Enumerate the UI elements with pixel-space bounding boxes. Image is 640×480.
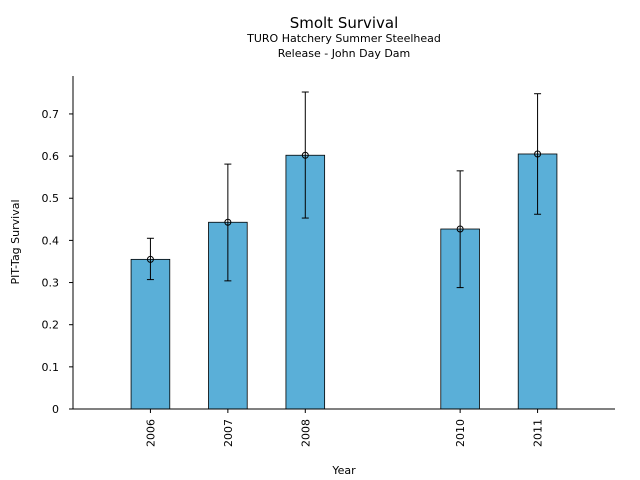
- x-tick-label: 2011: [532, 419, 545, 447]
- y-tick-label: 0.5: [42, 192, 60, 205]
- plot-area: 0 0.1 0.2 0.3 0.4 0.5 0.6 0.7 2006 2007 2008 2010 20…: [42, 91, 558, 447]
- y-tick-label: 0: [52, 403, 59, 416]
- y-tick-label: 0.1: [42, 361, 60, 374]
- x-tick-label: 2006: [144, 419, 157, 447]
- chart-title: Smolt Survival: [290, 14, 399, 32]
- y-axis-label: PIT-Tag Survival: [9, 199, 22, 284]
- data-point: [146, 255, 154, 263]
- y-tick-label: 0.3: [42, 277, 60, 290]
- y-tick-label: 0.4: [42, 234, 60, 247]
- data-point: [224, 218, 232, 226]
- x-tick-label: 2007: [222, 419, 235, 447]
- y-tick-label: 0.2: [42, 319, 60, 332]
- data-point: [534, 150, 542, 158]
- chart-subtitle-line-1: TURO Hatchery Summer Steelhead: [246, 32, 441, 45]
- chart-subtitle-line-2: Release - John Day Dam: [278, 47, 411, 60]
- y-tick-label: 0.6: [42, 150, 60, 163]
- data-point: [301, 151, 309, 159]
- x-tick-label: 2010: [454, 419, 467, 447]
- bar: [130, 258, 171, 410]
- x-axis-label: Year: [331, 464, 356, 477]
- x-tick-label: 2008: [299, 419, 312, 447]
- y-tick-label: 0.7: [42, 108, 60, 121]
- data-point: [456, 225, 464, 233]
